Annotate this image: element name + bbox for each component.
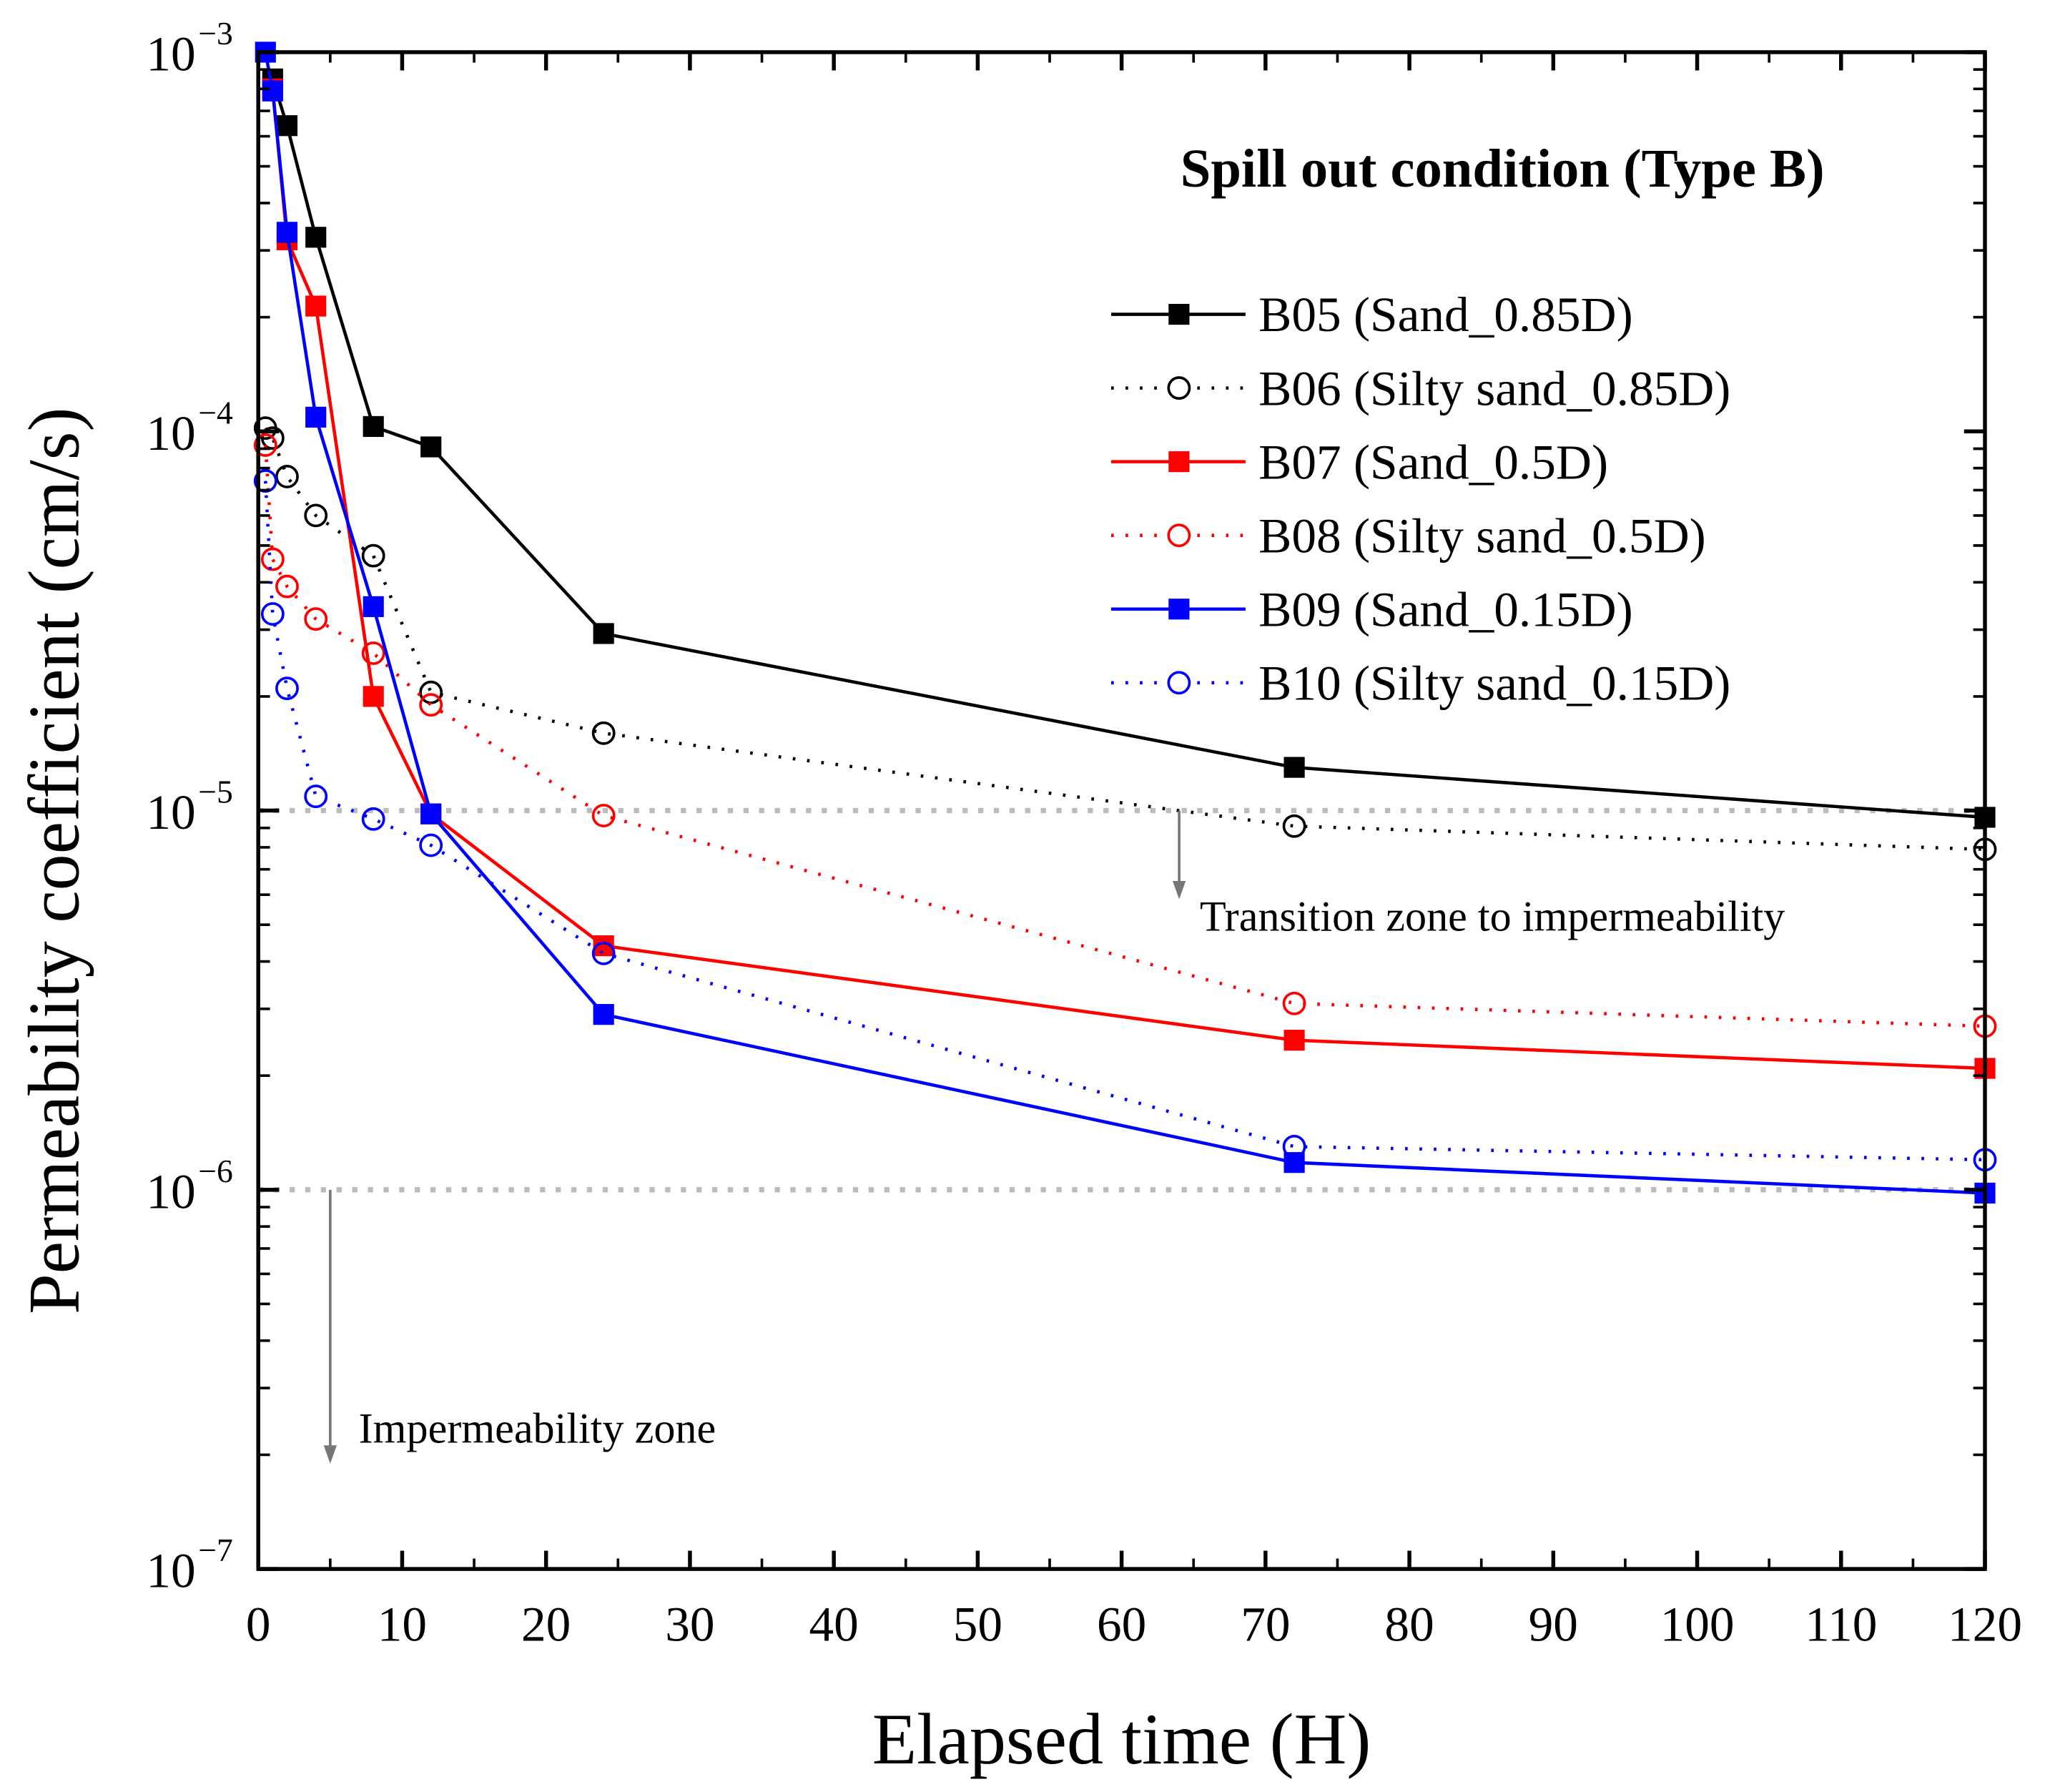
x-tick-label: 120 — [1948, 1596, 2022, 1651]
data-point — [276, 222, 298, 243]
data-point — [260, 426, 285, 451]
x-tick-label: 20 — [521, 1596, 571, 1651]
y-tick-label-base: 10 — [146, 1163, 195, 1219]
series-line-b06 — [264, 427, 1986, 852]
legend-marker — [1168, 303, 1190, 325]
data-point — [275, 676, 299, 701]
chart-title: Spill out condition (Type B) — [1181, 138, 1825, 199]
legend-marker — [1168, 599, 1190, 620]
series-line-b05 — [271, 78, 1986, 819]
data-point — [276, 115, 298, 137]
data-point — [420, 803, 442, 824]
data-point — [361, 807, 385, 831]
data-point — [260, 602, 285, 626]
y-tick-label-base: 10 — [146, 405, 195, 461]
x-tick-label: 70 — [1241, 1596, 1290, 1651]
data-point — [591, 721, 616, 745]
data-point — [260, 547, 285, 571]
legend-label: B09 (Sand_0.15D) — [1258, 581, 1633, 636]
x-tick-label: 100 — [1660, 1596, 1735, 1651]
data-point — [593, 623, 614, 644]
y-tick-label-exponent: −4 — [198, 394, 233, 430]
x-tick-label: 110 — [1805, 1596, 1877, 1651]
legend-label: B07 (Sand_0.5D) — [1258, 434, 1608, 489]
legend-marker — [1167, 523, 1191, 548]
data-point — [304, 607, 328, 631]
annotation-arrow-head — [323, 1445, 337, 1464]
data-point — [419, 833, 443, 857]
y-tick-label-exponent: −6 — [198, 1153, 233, 1189]
data-point — [304, 503, 328, 528]
data-point — [363, 596, 384, 617]
data-point — [363, 686, 384, 707]
data-point — [1282, 1134, 1306, 1158]
x-tick-label: 40 — [809, 1596, 858, 1651]
data-point — [591, 804, 616, 827]
y-tick-label-exponent: −5 — [198, 774, 233, 810]
data-point — [304, 784, 328, 809]
data-point — [419, 680, 443, 704]
series-line-b07 — [271, 89, 1986, 1070]
y-tick-label-base: 10 — [146, 784, 195, 840]
x-axis-label: Elapsed time (H) — [872, 1699, 1371, 1780]
data-point — [361, 543, 385, 568]
annotation-label: Impermeability zone — [359, 1405, 716, 1453]
data-point — [1283, 757, 1305, 778]
x-tick-label: 50 — [953, 1596, 1002, 1651]
data-point — [275, 574, 299, 599]
x-tick-label: 10 — [378, 1596, 427, 1651]
data-point — [1283, 1030, 1305, 1051]
y-axis-label: Permeability coefficient (cm/s) — [14, 407, 95, 1314]
legend-label: B06 (Silty sand_0.85D) — [1258, 360, 1730, 415]
annotation-arrow-head — [1172, 881, 1186, 900]
legend-label: B08 (Silty sand_0.5D) — [1258, 508, 1706, 563]
data-point — [363, 415, 384, 438]
legend-marker — [1167, 376, 1191, 400]
data-point — [305, 406, 327, 428]
x-tick-label: 30 — [665, 1596, 714, 1651]
annotation-label: Transition zone to impermeability — [1200, 892, 1785, 940]
data-point — [420, 436, 442, 458]
data-point — [419, 693, 443, 717]
data-point — [591, 941, 616, 965]
y-tick-label-exponent: −7 — [198, 1532, 233, 1568]
x-tick-label: 80 — [1384, 1596, 1434, 1651]
data-point — [262, 80, 283, 102]
series-line-b10 — [263, 481, 1986, 1162]
data-point — [305, 295, 327, 317]
data-point — [253, 433, 277, 457]
legend-label: B05 (Sand_0.85D) — [1258, 287, 1633, 342]
y-tick-label-base: 10 — [146, 1543, 195, 1598]
data-point — [361, 641, 385, 665]
x-tick-label: 60 — [1097, 1596, 1146, 1651]
data-point — [275, 465, 299, 488]
data-point — [1282, 814, 1306, 838]
x-tick-label: 0 — [246, 1596, 271, 1651]
data-point — [593, 1004, 614, 1025]
legend-marker — [1167, 671, 1191, 695]
data-point — [305, 227, 327, 248]
y-tick-label-exponent: −3 — [198, 15, 233, 51]
legend-label: B10 (Silty sand_0.15D) — [1258, 656, 1730, 711]
data-point — [1282, 991, 1306, 1015]
series-line-b09 — [264, 51, 1986, 1195]
legend-marker — [1168, 451, 1190, 473]
x-tick-label: 90 — [1529, 1596, 1578, 1651]
y-tick-label-base: 10 — [146, 26, 195, 81]
